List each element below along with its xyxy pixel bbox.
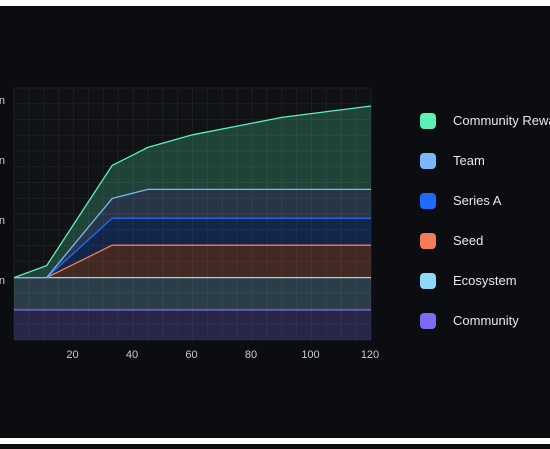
legend-label: Team (453, 153, 485, 168)
x-tick-label: 80 (245, 349, 257, 361)
legend-item-team[interactable]: Team (420, 152, 550, 192)
legend-label: Seed (453, 233, 484, 248)
x-axis-ticks: 20 40 60 80 100 120 (66, 349, 379, 361)
x-tick-label: 100 (301, 349, 319, 361)
area-community-rewards (14, 106, 371, 278)
y-tick-label: n (0, 275, 5, 287)
area-ecosystem (14, 277, 371, 310)
legend-label: Series A (453, 193, 502, 208)
x-tick-label: 60 (185, 349, 197, 361)
legend-item-community[interactable]: Community (420, 312, 550, 352)
y-tick-label: n (0, 155, 5, 167)
legend-label: Community (453, 313, 519, 328)
area-series-a (14, 218, 371, 278)
legend-swatch (420, 193, 436, 209)
y-tick-label: n (0, 95, 5, 107)
series-lines (13, 105, 372, 311)
legend-swatch (420, 153, 436, 169)
area-series (14, 106, 371, 340)
line-community-rewards (13, 105, 372, 279)
chart-legend: Community Rewards Team Series A Seed Eco… (420, 112, 550, 352)
grid-lines (13, 87, 372, 341)
x-tick-label: 20 (66, 349, 78, 361)
legend-swatch (420, 233, 436, 249)
area-team (14, 189, 371, 278)
legend-item-series-a[interactable]: Series A (420, 192, 550, 232)
legend-swatch (420, 313, 436, 329)
legend-swatch (420, 113, 436, 129)
legend-item-community-rewards[interactable]: Community Rewards (420, 112, 550, 152)
y-axis-ticks: n n n n (0, 95, 5, 287)
area-community (14, 310, 371, 340)
legend-label: Community Rewards (453, 113, 550, 128)
legend-label: Ecosystem (453, 273, 517, 288)
legend-swatch (420, 273, 436, 289)
x-tick-label: 120 (361, 349, 379, 361)
line-team (14, 188, 371, 279)
x-tick-label: 40 (126, 349, 138, 361)
y-tick-label: n (0, 215, 5, 227)
legend-item-seed[interactable]: Seed (420, 232, 550, 272)
legend-item-ecosystem[interactable]: Ecosystem (420, 272, 550, 312)
area-seed (14, 245, 371, 278)
